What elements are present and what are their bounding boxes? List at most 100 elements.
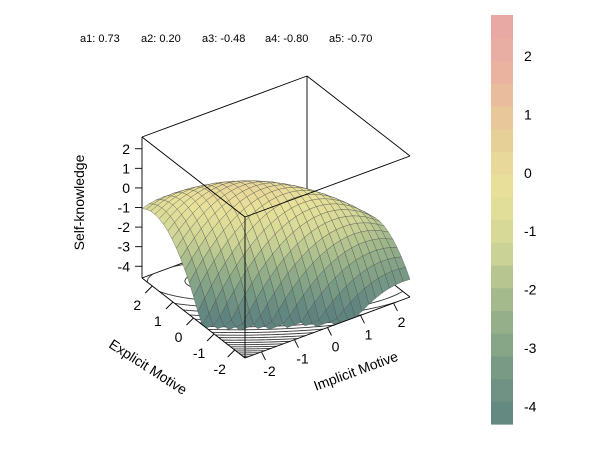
coefficient-label-a3: a3: -0.48: [202, 33, 245, 45]
z-tick-label: -4: [118, 258, 131, 274]
colorbar-band: [491, 128, 513, 152]
colorbar-band: [491, 401, 513, 425]
z-tick-label: -1: [118, 200, 131, 216]
colorbar-band: [491, 196, 513, 221]
colorbar-tick-label: 2: [524, 48, 532, 64]
colorbar-band: [491, 15, 513, 39]
colorbar-tick-label: -2: [524, 282, 537, 298]
z-tick-label: -2: [118, 219, 131, 235]
colorbar-tick-label: -3: [524, 340, 537, 356]
contour-segment: [171, 265, 177, 268]
y-axis-label: Explicit Motive: [106, 336, 190, 398]
surface-facet: [224, 319, 236, 330]
x-axis-label: Implicit Motive: [311, 348, 400, 394]
y-tick-mark: [227, 349, 236, 358]
x-tick-mark: [261, 351, 266, 361]
colorbar-tick-label: -1: [524, 223, 537, 239]
colorbar-band: [491, 60, 513, 84]
colorbar-tick-label: 1: [524, 106, 532, 122]
contour-segment: [169, 294, 175, 297]
y-tick-mark: [144, 285, 153, 294]
x-tick-mark: [393, 302, 398, 312]
contour-segment: [381, 298, 386, 301]
colorbar-tick-label: 0: [524, 165, 532, 181]
contour-segment: [401, 290, 403, 293]
box-edge-top-left: [141, 136, 246, 218]
coefficient-label-a1: a1: 0.73: [80, 33, 120, 45]
z-tick-label: -3: [118, 239, 131, 255]
contour-segment: [176, 264, 181, 267]
surface-facet: [264, 321, 277, 330]
colorbar-tick-label: -4: [524, 398, 537, 414]
colorbar-band: [491, 219, 513, 243]
contour-segment: [184, 280, 187, 284]
surface-facet: [235, 323, 248, 331]
surface-facet: [253, 315, 266, 329]
contour-segment: [161, 291, 166, 294]
colorbar-band: [491, 105, 513, 130]
contour-segment: [178, 296, 184, 299]
y-tick-mark: [165, 301, 174, 310]
x-tick-label: -2: [263, 363, 276, 379]
box-edge-top-back: [141, 75, 308, 138]
coefficient-label-a2: a2: 0.20: [141, 33, 181, 45]
contour-segment: [392, 294, 397, 297]
contour-segment: [146, 278, 149, 282]
contour-segment: [399, 291, 402, 294]
contour-segment: [388, 295, 393, 299]
surface-facet: [311, 319, 324, 327]
contour-segment: [377, 299, 382, 303]
x-tick-mark: [327, 327, 332, 336]
colorbar-band: [491, 242, 513, 266]
x-tick-label: -1: [296, 351, 309, 367]
surface-facet: [300, 311, 313, 327]
contour-segment: [147, 275, 151, 279]
y-tick-label: -2: [213, 361, 226, 377]
surface-facet: [282, 315, 295, 328]
z-tick-label: 1: [122, 160, 130, 176]
contour-segment: [165, 293, 169, 295]
colorbar-band: [491, 174, 513, 198]
contour-segment: [384, 297, 390, 300]
contour-segment: [186, 277, 188, 279]
response-surface: [141, 180, 411, 331]
contour-segment: [374, 306, 379, 309]
contour-segment: [184, 277, 187, 282]
y-tick-label: 2: [133, 297, 141, 313]
x-tick-label: 1: [365, 326, 373, 342]
colorbar-band: [491, 151, 513, 175]
x-tick-label: 0: [332, 339, 340, 355]
colorbar-band: [491, 83, 513, 107]
colorbar-band: [491, 287, 513, 311]
x-tick-label: 2: [398, 314, 406, 330]
y-tick-mark: [186, 317, 194, 326]
coefficient-label-a5: a5: -0.70: [329, 33, 372, 45]
colorbar-band: [491, 37, 513, 62]
y-tick-label: 1: [154, 313, 162, 329]
y-tick-mark: [206, 333, 215, 342]
contour-segment: [150, 273, 154, 277]
contour-segment: [185, 282, 189, 286]
box-edge-top-right: [306, 75, 411, 157]
z-axis-label: Self-knowledge: [71, 154, 87, 250]
box-edge-top-front: [244, 155, 411, 218]
coefficient-line: a1: 0.73 a2: 0.20 a3: -0.48 a4: -0.80 a5: -0…: [80, 33, 372, 45]
colorbar-band: [491, 333, 513, 357]
colorbar-band: [491, 378, 513, 402]
contour-segment: [395, 292, 400, 296]
contour-segment: [378, 305, 383, 308]
y-tick-label: 0: [175, 329, 183, 345]
coefficient-label-a4: a4: -0.80: [265, 33, 308, 45]
contour-segment: [372, 301, 378, 304]
colorbar-band: [491, 355, 513, 380]
colorbar: -4 -3 -2 -1 0 1 2: [491, 15, 537, 425]
colorbar-band: [491, 310, 513, 334]
z-tick-label: 2: [122, 141, 130, 157]
contour-segment: [382, 304, 387, 307]
x-tick-mark: [294, 339, 299, 348]
contour-segment: [365, 308, 370, 311]
contour-segment: [183, 297, 189, 299]
colorbar-band: [491, 264, 513, 289]
y-tick-label: -1: [193, 345, 206, 361]
